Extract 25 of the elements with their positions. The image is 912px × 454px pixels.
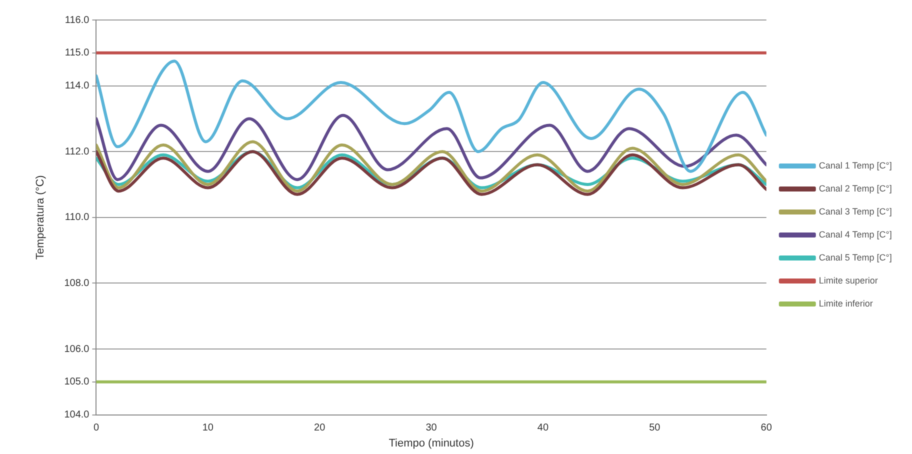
x-tick-label: 60 [760,422,772,434]
y-tick-label: 110.0 [64,212,90,224]
legend-label: Limite inferior [818,298,873,308]
y-tick-label: 114.0 [64,80,90,92]
x-tick-label: 20 [314,422,326,434]
y-tick-label: 112.0 [64,146,90,158]
y-axis-title: Temperatura (°C) [34,175,47,260]
y-tick-label: 116.0 [64,14,90,26]
x-tick-label: 30 [426,422,438,434]
legend-label: Canal 4 Temp [C°] [818,229,892,240]
x-tick-label: 0 [93,422,100,434]
legend-label: Canal 3 Temp [C°] [818,206,892,216]
x-tick-label: 50 [649,422,661,434]
y-tick-label: 106.0 [64,344,90,355]
x-axis-title: Tiempo (minutos) [388,437,474,450]
y-tick-label: 108.0 [64,278,90,289]
legend-label: Canal 2 Temp [C°] [818,183,892,194]
x-tick-label: 10 [202,422,214,434]
x-tick-label: 40 [537,422,549,434]
legend-label: Limite superior [818,275,878,286]
y-tick-label: 104.0 [64,410,90,421]
y-tick-label: 105.0 [64,376,90,388]
legend-label: Canal 5 Temp [C°] [818,252,892,262]
legend-label: Canal 1 Temp [C°] [818,160,892,170]
y-tick-label: 115.0 [64,48,90,59]
